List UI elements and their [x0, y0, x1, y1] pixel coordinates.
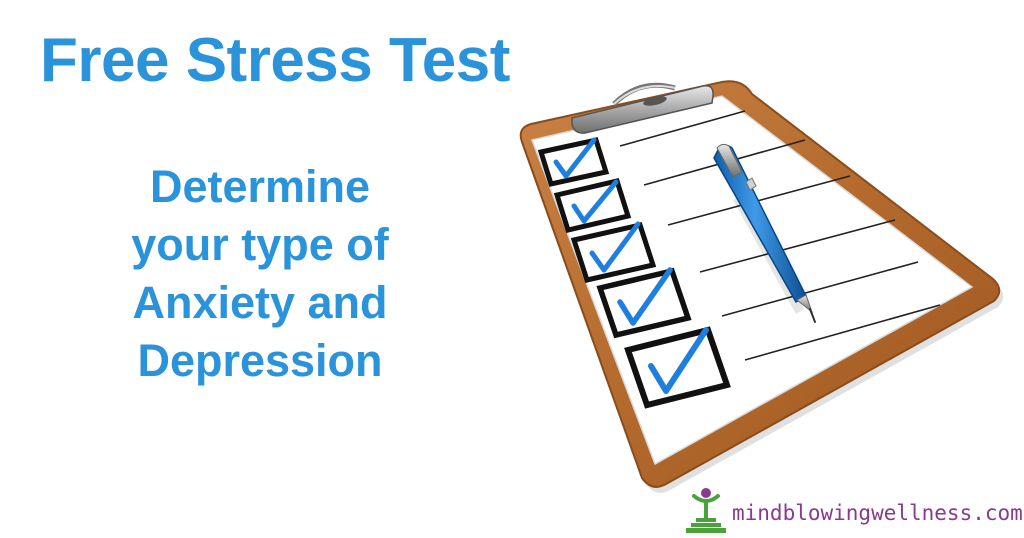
checkbox-1	[537, 137, 610, 187]
brand-url[interactable]: mindblowingwellness.com	[732, 501, 1023, 525]
checkbox-2	[553, 178, 632, 233]
checkbox-4	[596, 267, 692, 339]
clipboard-clip	[571, 82, 714, 134]
subheadline: Determine your type of Anxiety and Depre…	[60, 158, 460, 390]
subheadline-line-2: your type of	[131, 219, 389, 270]
brand: mindblowingwellness.com	[684, 486, 1023, 534]
pen	[713, 143, 816, 323]
checkbox-5	[624, 326, 731, 409]
subheadline-line-1: Determine	[149, 161, 371, 212]
checkbox-list	[537, 137, 731, 409]
checkbox-3	[570, 221, 657, 283]
subheadline-line-3: Anxiety and	[132, 277, 388, 328]
headline: Free Stress Test	[40, 26, 510, 95]
person-on-steps-logo-icon	[686, 488, 726, 533]
subheadline-line-4: Depression	[137, 335, 383, 386]
